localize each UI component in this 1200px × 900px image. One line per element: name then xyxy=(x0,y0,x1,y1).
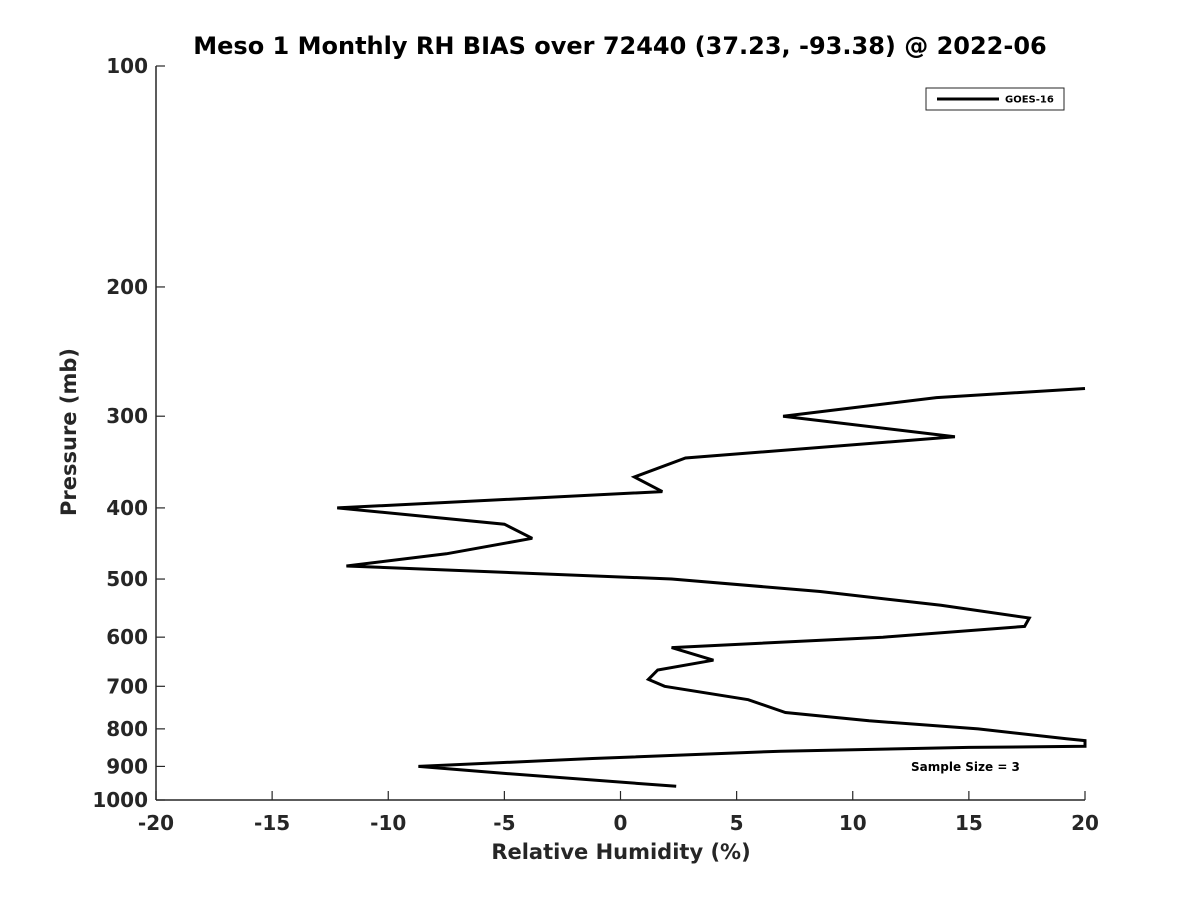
x-tick-label: 0 xyxy=(614,811,628,835)
y-axis-label: Pressure (mb) xyxy=(57,348,81,516)
y-tick-label: 400 xyxy=(106,496,148,520)
data-layer xyxy=(337,387,1087,788)
x-tick-label: 10 xyxy=(839,811,867,835)
y-tick-label: 800 xyxy=(106,717,148,741)
chart-title: Meso 1 Monthly RH BIAS over 72440 (37.23… xyxy=(193,32,1046,60)
y-tick-label: 900 xyxy=(106,754,148,778)
y-tick-label: 700 xyxy=(106,674,148,698)
y-tick-label: 100 xyxy=(106,54,148,78)
x-axis-label: Relative Humidity (%) xyxy=(491,840,750,864)
axes: -20 -15 -10 -5 0 5 10 15 20 100 200 300 400 500 600 700… xyxy=(92,54,1099,835)
y-tick-label: 1000 xyxy=(92,788,148,812)
x-tick-label: 15 xyxy=(955,811,983,835)
sample-size-annotation: Sample Size = 3 xyxy=(911,760,1020,774)
x-tick-label: -20 xyxy=(138,811,174,835)
y-tick-label: 500 xyxy=(106,567,148,591)
x-tick-label: 5 xyxy=(730,811,744,835)
x-tick-label: -10 xyxy=(370,811,406,835)
y-tick-label: 200 xyxy=(106,275,148,299)
legend: GOES-16 xyxy=(925,87,1065,111)
y-tick-label: 600 xyxy=(106,625,148,649)
legend-entry-goes-16: GOES-16 xyxy=(1005,95,1054,106)
x-tick-label: 20 xyxy=(1071,811,1099,835)
series-line-goes-16 xyxy=(337,387,1087,788)
x-tick-label: -5 xyxy=(493,811,515,835)
x-tick-label: -15 xyxy=(254,811,290,835)
y-tick-label: 300 xyxy=(106,404,148,428)
